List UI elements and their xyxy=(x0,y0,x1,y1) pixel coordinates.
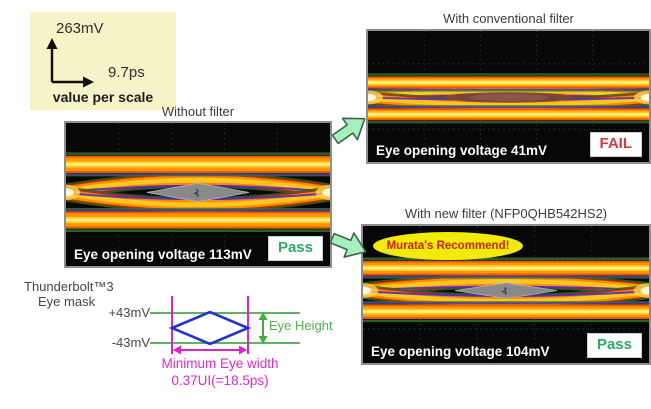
panel-title-conventional-filter: With conventional filter xyxy=(443,11,574,26)
axis-arrows-icon xyxy=(46,38,94,88)
fail-badge: FAIL xyxy=(589,132,642,157)
panel-title-without-filter: Without filter xyxy=(161,104,235,119)
eye-mask-title-line2: Eye mask xyxy=(38,294,96,309)
min-eye-width-value: 0.37UI(=18.5ps) xyxy=(171,373,269,388)
flow-arrow-down-icon xyxy=(329,232,367,258)
murata-recommend-callout: Murata's Recommend! xyxy=(373,232,523,260)
eye-height-label: Eye Height xyxy=(269,318,333,333)
eye-mask-title-line1: Thunderbolt™3 xyxy=(24,279,114,294)
eye-diagram-without-filter: Eye opening voltage 113mV Pass xyxy=(64,121,332,268)
panel-title-new-filter: With new filter (NFP0QHB542HS2) xyxy=(404,206,608,221)
scale-caption: value per scale xyxy=(52,89,154,105)
eye-voltage-label: Eye opening voltage 104mV xyxy=(371,344,550,359)
horizontal-scale-value: 9.7ps xyxy=(108,64,145,81)
eye-voltage-label: Eye opening voltage 41mV xyxy=(376,143,548,158)
eye-voltage-label: Eye opening voltage 113mV xyxy=(74,247,252,262)
flow-arrow-up-icon xyxy=(331,117,366,145)
pass-badge: Pass xyxy=(267,236,323,261)
eye-diagram-conventional-filter: Eye opening voltage 41mV FAIL xyxy=(366,29,651,164)
vertical-scale-value: 263mV xyxy=(56,20,104,37)
scale-legend-box: 263mV 9.7ps value per scale xyxy=(30,12,176,110)
min-eye-width-label: Minimum Eye width xyxy=(161,356,279,371)
mask-lower-voltage: -43mV xyxy=(111,335,150,350)
eye-pattern-image xyxy=(66,123,330,266)
eye-mask-diagram xyxy=(150,296,300,355)
eye-diagram-new-filter: Murata's Recommend! Eye opening voltage … xyxy=(361,224,651,365)
mask-upper-voltage: +43mV xyxy=(108,305,150,320)
pass-badge: Pass xyxy=(586,333,642,358)
